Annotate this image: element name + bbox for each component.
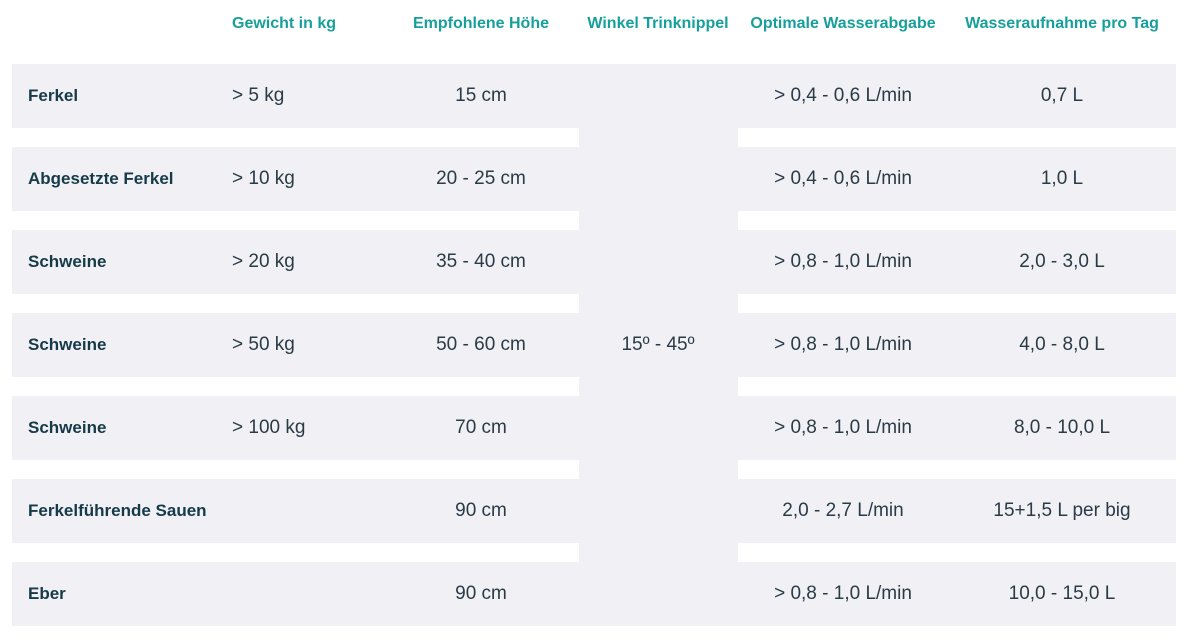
column-header: Empfohlene Höhe [412,15,550,32]
row-label: Abgesetzte Ferkel [28,169,174,188]
height-cell: 20 - 25 cm [436,168,526,189]
weight-cell: > 50 kg [232,334,295,355]
intake-cell: 4,0 - 8,0 L [1019,334,1105,355]
row-label: Ferkel [28,86,79,105]
height-cell: 15 cm [455,85,507,106]
column-header: Optimale Wasserabgabe [750,15,936,32]
height-cell: 35 - 40 cm [436,251,526,272]
angle-column [579,64,738,626]
flow-cell: > 0,8 - 1,0 L/min [774,417,912,438]
flow-cell: > 0,8 - 1,0 L/min [774,251,912,272]
angle-cell: 15º - 45º [621,334,695,355]
flow-cell: > 0,8 - 1,0 L/min [774,334,912,355]
flow-cell: > 0,4 - 0,6 L/min [774,168,912,189]
weight-cell: > 20 kg [232,251,295,272]
flow-cell: > 0,4 - 0,6 L/min [774,85,912,106]
row-label: Eber [28,584,66,603]
row-label: Schweine [28,418,107,437]
intake-cell: 8,0 - 10,0 L [1013,417,1111,438]
height-cell: 50 - 60 cm [436,334,526,355]
intake-cell: 0,7 L [1040,85,1084,106]
flow-cell: > 0,8 - 1,0 L/min [774,583,912,604]
weight-cell: > 100 kg [232,417,306,438]
column-header: Wasseraufnahme pro Tag [965,15,1159,32]
row-label: Ferkelführende Sauen [28,501,207,520]
height-cell: 70 cm [455,417,507,438]
column-header: Gewicht in kg [232,15,337,32]
intake-cell: 1,0 L [1040,168,1084,189]
row-label: Schweine [28,252,107,271]
row-label: Schweine [28,335,107,354]
column-header: Winkel Trinknippel [587,15,729,32]
intake-cell: 2,0 - 3,0 L [1019,251,1105,272]
height-cell: 90 cm [455,500,507,521]
weight-cell: > 10 kg [232,168,295,189]
weight-cell: > 5 kg [232,85,285,106]
height-cell: 90 cm [455,583,507,604]
intake-cell: 10,0 - 15,0 L [1008,583,1116,604]
intake-cell: 15+1,5 L per big [993,500,1131,521]
flow-cell: 2,0 - 2,7 L/min [782,500,904,521]
